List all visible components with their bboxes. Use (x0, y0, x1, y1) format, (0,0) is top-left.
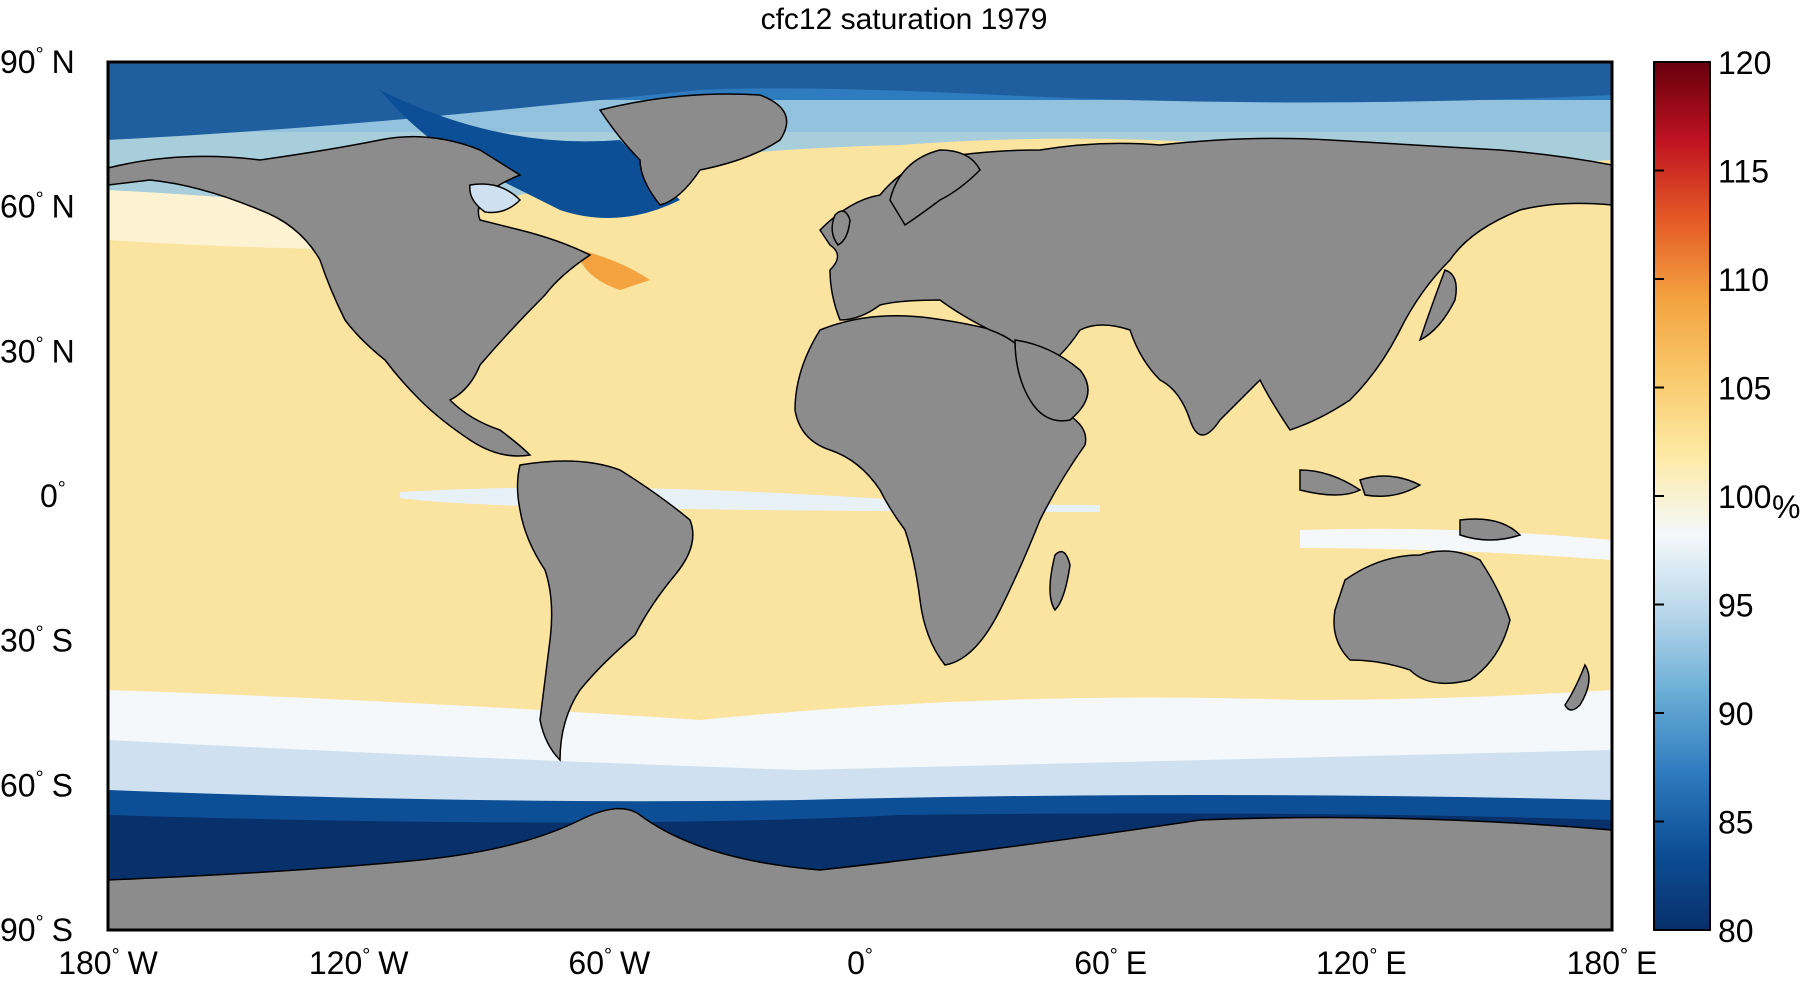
lon-tick-label: 120° W (309, 945, 409, 981)
colorbar-tick-label: 115 (1718, 154, 1769, 190)
colorbar-unit: % (1772, 489, 1800, 525)
map-frame (106, 60, 1614, 932)
colorbar-tick-label: 110 (1718, 262, 1769, 298)
lon-tick-label-degrees: 60 (1074, 945, 1110, 981)
lon-tick-label-degrees: 180 (58, 945, 111, 981)
lat-tick-label-hemisphere: S (52, 912, 73, 948)
lon-tick-label-degrees: 120 (309, 945, 362, 981)
lon-tick-label-hemisphere: W (620, 945, 651, 981)
lon-tick-label-degrees: 60 (568, 945, 604, 981)
north-america-shape (108, 135, 592, 457)
lat-tick-label-degree-sign: ° (36, 912, 44, 934)
lat-tick-label-degrees: 30 (0, 623, 36, 659)
greenland-shape (598, 93, 788, 206)
lat-tick-label-hemisphere: N (52, 189, 75, 225)
eurasia-shape (819, 137, 1612, 436)
lon-tick-label-degrees: 0 (847, 945, 865, 981)
lat-tick-label-degree-sign: ° (36, 189, 44, 211)
colorbar-tick-label: 120 (1718, 45, 1771, 81)
colorbar-tick-labels: 80 85 90 95 100 105 110 115 120 (1654, 45, 1771, 949)
lat-tick-label-degrees: 90 (0, 44, 36, 80)
lon-tick-label: 60° E (1074, 945, 1147, 981)
lon-tick-label: 180° E (1567, 945, 1658, 981)
lon-tick-label-degree-sign: ° (1110, 945, 1118, 967)
lat-tick-label-degree-sign: ° (36, 623, 44, 645)
colorbar-tick-label: 95 (1718, 588, 1754, 624)
colorbar-tick-label: 90 (1718, 696, 1754, 732)
lat-tick-label-degrees: 60 (0, 189, 36, 225)
lon-tick-label: 120° E (1316, 945, 1407, 981)
lat-tick-label: 60° S (0, 767, 73, 803)
colorbar-tick-label: 80 (1718, 913, 1754, 949)
colorbar-tick-label: 85 (1718, 805, 1754, 841)
lat-tick-label-degree-sign: ° (36, 44, 44, 66)
lon-tick-label-degree-sign: ° (865, 945, 873, 967)
lat-tick-label-degree-sign: ° (58, 478, 66, 500)
lat-tick-label-degree-sign: ° (36, 333, 44, 355)
lat-tick-label-hemisphere: N (52, 44, 75, 80)
south-america-shape (516, 460, 694, 762)
colorbar: 80 85 90 95 100 105 110 115 120 % (1653, 45, 1800, 949)
lon-tick-label-degree-sign: ° (1620, 945, 1628, 967)
lon-tick-label-degree-sign: ° (604, 945, 612, 967)
lat-tick-label-degrees: 90 (0, 912, 36, 948)
lat-tick-label: 60° N (0, 189, 75, 225)
lon-tick-label: 60° W (568, 945, 651, 981)
lat-tick-label-hemisphere: N (52, 333, 75, 369)
land-masses (108, 93, 1612, 930)
lon-tick-label-hemisphere: E (1385, 945, 1406, 981)
lon-tick-label-hemisphere: W (128, 945, 159, 981)
lat-tick-label-hemisphere: S (52, 767, 73, 803)
lon-tick-label-hemisphere: E (1636, 945, 1657, 981)
lon-tick-label-hemisphere: W (378, 945, 409, 981)
lat-tick-label: 30° S (0, 623, 73, 659)
lon-tick-label-degree-sign: ° (1369, 945, 1377, 967)
australia-shape (1333, 550, 1511, 685)
lat-tick-label-degrees: 0 (40, 478, 58, 514)
antarctica-shape (108, 807, 1612, 930)
lon-tick-label: 0° (847, 945, 873, 981)
lat-tick-label-hemisphere: S (52, 623, 73, 659)
lon-tick-label-degrees: 120 (1316, 945, 1369, 981)
lat-tick-label-degrees: 60 (0, 767, 36, 803)
longitude-tick-labels: 180° W 120° W 60° W 0° 60° E 120° E 180° E (58, 945, 1657, 981)
latitude-tick-labels: 90° N60° N30° N0°30° S60° S90° S (0, 44, 75, 948)
map-title: cfc12 saturation 1979 (760, 3, 1048, 36)
lon-tick-label: 180° W (58, 945, 158, 981)
lon-tick-label-degree-sign: ° (112, 945, 120, 967)
lat-tick-label: 90° N (0, 44, 75, 80)
colorbar-tick-label: 105 (1718, 371, 1771, 407)
lat-tick-label-degree-sign: ° (36, 767, 44, 789)
lat-tick-label: 0° (40, 478, 66, 514)
colorbar-tick-label: 100 (1718, 479, 1771, 515)
lat-tick-label-degrees: 30 (0, 333, 36, 369)
lat-tick-label: 90° S (0, 912, 73, 948)
lat-tick-label: 30° N (0, 333, 75, 369)
lon-tick-label-degree-sign: ° (362, 945, 370, 967)
lon-tick-label-hemisphere: E (1126, 945, 1147, 981)
lon-tick-label-degrees: 180 (1567, 945, 1620, 981)
